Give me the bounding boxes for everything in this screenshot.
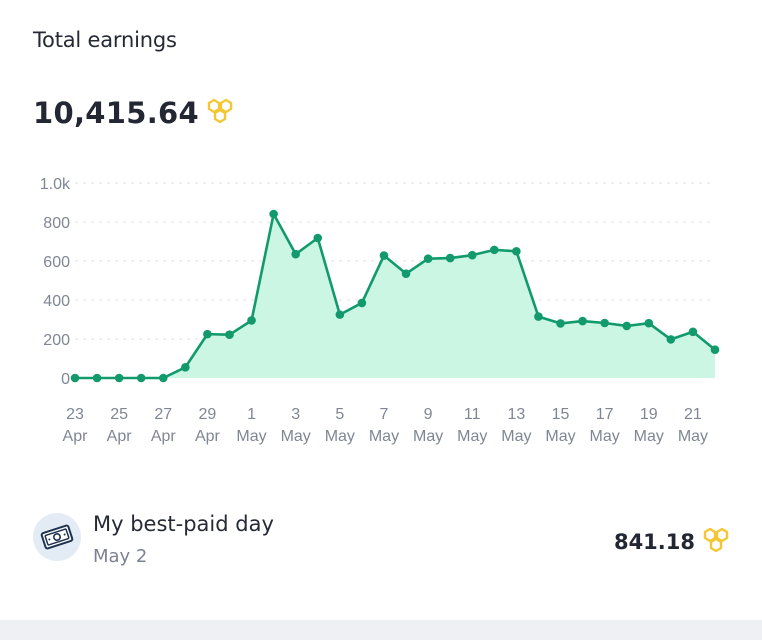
x-tick-day: 9	[424, 406, 433, 423]
x-tick-day: 19	[640, 406, 658, 423]
data-point	[512, 246, 521, 256]
data-point	[225, 330, 234, 340]
data-point	[556, 319, 565, 328]
data-point	[688, 327, 698, 337]
x-tick-month: May	[634, 428, 664, 445]
data-point	[203, 329, 212, 339]
x-tick-day: 21	[684, 406, 702, 423]
data-point	[291, 249, 300, 259]
data-point	[600, 318, 609, 328]
x-tick-day: 11	[464, 406, 481, 423]
data-point	[578, 316, 587, 326]
data-point	[313, 233, 323, 243]
data-point	[70, 373, 80, 383]
data-point	[445, 253, 455, 263]
x-tick-month: May	[281, 428, 311, 445]
earnings-chart: 0 200 400 600 800 1.0k 23 Apr 25 Apr 27 Apr 29 Apr 1 Ma…	[40, 176, 720, 445]
data-point	[490, 245, 499, 255]
x-tick-month: May	[457, 428, 487, 445]
x-tick-month: May	[236, 428, 266, 445]
best-day-label: My best-paid day	[93, 512, 274, 536]
data-point	[379, 251, 389, 260]
data-point	[401, 269, 411, 278]
y-tick-label: 600	[43, 254, 70, 271]
data-point	[158, 373, 168, 383]
x-tick-day: 17	[596, 406, 614, 423]
data-point	[423, 254, 433, 263]
y-tick-label: 400	[43, 293, 70, 310]
y-tick-label: 1.0k	[40, 176, 71, 193]
data-point	[666, 335, 676, 344]
x-tick-day: 23	[66, 406, 84, 423]
best-day-amount: 841.18	[614, 526, 733, 558]
y-tick-label: 800	[43, 215, 70, 232]
best-paid-day: My best-paid day May 2 841.18	[33, 508, 733, 572]
x-tick-month: May	[369, 428, 399, 445]
x-tick-month: May	[678, 428, 708, 445]
x-tick-day: 29	[199, 406, 217, 423]
data-point	[357, 298, 367, 308]
x-tick-month: May	[501, 428, 531, 445]
x-tick-month: Apr	[195, 428, 221, 445]
data-point	[534, 312, 543, 321]
best-day-date: May 2	[93, 546, 148, 567]
x-tick-day: 5	[335, 406, 344, 423]
x-tick-day: 27	[154, 406, 172, 423]
area-fill	[75, 214, 715, 378]
data-point	[644, 318, 654, 328]
data-point	[335, 310, 345, 319]
data-point	[269, 209, 278, 219]
x-tick-month: May	[413, 428, 443, 445]
data-point	[710, 345, 720, 355]
honeycomb-icon	[701, 526, 733, 558]
y-tick-label: 200	[43, 332, 70, 349]
x-tick-month: Apr	[63, 428, 89, 445]
x-tick-month: May	[590, 428, 620, 445]
best-day-value: 841.18	[613, 530, 695, 554]
y-tick-label: 0	[61, 371, 70, 388]
data-point	[622, 321, 632, 331]
x-tick-day: 3	[291, 406, 300, 423]
x-tick-month: Apr	[151, 428, 177, 445]
total-value: 10,415.64	[33, 96, 199, 130]
data-point	[92, 373, 102, 383]
x-tick-day: 1	[247, 406, 256, 423]
data-point	[181, 362, 190, 372]
x-tick-day: 25	[110, 406, 128, 423]
card-title: Total earnings	[33, 28, 177, 52]
x-tick-month: May	[545, 428, 575, 445]
data-point	[467, 250, 477, 260]
earnings-card: Total earnings 10,415.64 0 200 400 600 800 1.…	[33, 28, 733, 572]
x-tick-day: 13	[507, 406, 525, 423]
honeycomb-icon	[205, 97, 237, 129]
x-tick-day: 7	[380, 406, 389, 423]
x-tick-month: Apr	[107, 428, 133, 445]
data-point	[247, 316, 256, 325]
x-tick-month: May	[325, 428, 355, 445]
x-tick-day: 15	[552, 406, 570, 423]
total-earnings: 10,415.64	[33, 96, 237, 130]
footer-bar	[0, 620, 762, 640]
money-bill-icon	[33, 513, 81, 561]
data-point	[136, 373, 146, 383]
data-point	[114, 373, 124, 383]
